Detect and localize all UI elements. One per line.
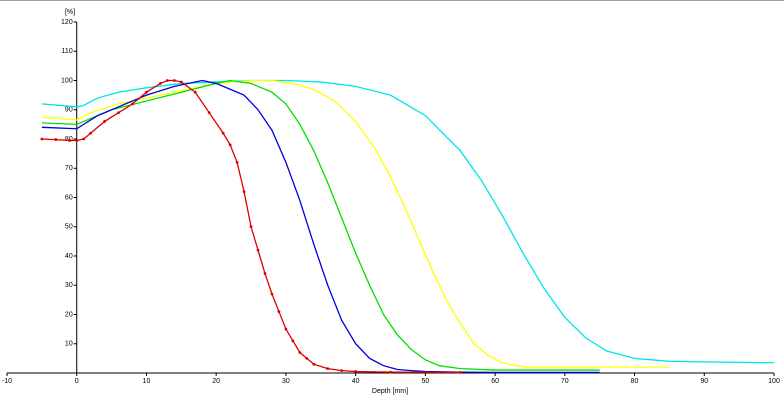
y-tick-label: 60 bbox=[65, 194, 73, 201]
series-line bbox=[41, 79, 670, 368]
data-point bbox=[103, 120, 107, 123]
data-point bbox=[179, 80, 183, 84]
data-point bbox=[68, 139, 72, 142]
data-point bbox=[193, 90, 197, 94]
x-tick-label: 60 bbox=[491, 378, 499, 385]
y-tick-label: 80 bbox=[65, 136, 73, 143]
series-line bbox=[41, 79, 775, 364]
data-point bbox=[277, 310, 281, 313]
x-tick-label: 30 bbox=[282, 378, 290, 385]
data-point bbox=[340, 369, 344, 373]
data-point bbox=[312, 362, 316, 366]
data-point bbox=[172, 79, 176, 82]
y-axis-label: [%] bbox=[65, 9, 75, 16]
y-tick-label: 100 bbox=[61, 77, 73, 84]
x-tick-label: 80 bbox=[631, 378, 639, 385]
data-point bbox=[54, 138, 58, 141]
data-point bbox=[82, 137, 86, 141]
x-tick-label: 90 bbox=[700, 378, 708, 385]
data-point bbox=[131, 102, 134, 106]
data-point bbox=[458, 371, 462, 374]
x-tick-label: -10 bbox=[2, 378, 12, 385]
data-point bbox=[235, 161, 239, 164]
y-tick-label: 70 bbox=[65, 165, 73, 172]
data-point bbox=[249, 225, 253, 229]
series-line bbox=[41, 79, 600, 371]
data-point bbox=[242, 190, 246, 194]
data-point bbox=[221, 131, 225, 135]
data-point bbox=[326, 367, 330, 371]
y-tick-label: 10 bbox=[65, 341, 73, 348]
y-tick-label: 40 bbox=[65, 253, 73, 260]
x-tick-label: 0 bbox=[75, 378, 79, 385]
data-point bbox=[270, 292, 274, 296]
data-point bbox=[159, 82, 162, 85]
data-point bbox=[117, 111, 120, 115]
y-tick-label: 30 bbox=[65, 282, 73, 289]
data-point bbox=[389, 370, 392, 374]
data-point bbox=[284, 327, 288, 331]
y-tick-label: 90 bbox=[65, 107, 73, 114]
data-point bbox=[291, 339, 295, 343]
data-point bbox=[89, 131, 93, 135]
data-point bbox=[256, 248, 260, 252]
x-tick-label: 70 bbox=[561, 378, 569, 385]
data-point bbox=[207, 111, 211, 115]
data-point bbox=[75, 139, 79, 142]
data-point bbox=[40, 137, 44, 141]
data-point bbox=[298, 351, 302, 354]
data-point bbox=[145, 90, 148, 94]
y-tick-label: 120 bbox=[61, 19, 73, 26]
x-axis-label: Depth [mm] bbox=[372, 388, 408, 395]
y-tick-label: 50 bbox=[65, 224, 73, 231]
series-line bbox=[41, 79, 600, 374]
x-tick-label: 40 bbox=[352, 378, 360, 385]
y-tick-label: 110 bbox=[62, 48, 73, 55]
y-tick-label: 20 bbox=[65, 311, 73, 318]
x-tick-label: 10 bbox=[143, 378, 151, 385]
data-point bbox=[263, 272, 267, 275]
x-tick-label: 100 bbox=[768, 378, 780, 385]
data-point bbox=[354, 370, 358, 373]
x-tick-label: 20 bbox=[212, 378, 220, 385]
data-point bbox=[228, 143, 232, 147]
x-tick-label: 50 bbox=[421, 378, 429, 385]
data-point bbox=[165, 79, 169, 82]
data-point bbox=[305, 356, 309, 360]
